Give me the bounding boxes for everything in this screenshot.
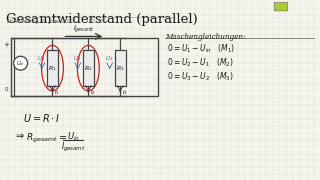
Text: $I_3$: $I_3$ [122,89,128,97]
Text: $I_1$: $I_1$ [54,89,60,97]
Bar [83,50,94,86]
Text: $0 = U_3 - U_2$   $(M_3)$: $0 = U_3 - U_2$ $(M_3)$ [167,70,234,83]
Text: +: + [4,42,10,48]
Bar [115,50,126,86]
Text: $I_{gesamt}$: $I_{gesamt}$ [73,24,95,35]
Text: $U_2$: $U_2$ [73,54,81,63]
Text: $0 = U_2 - U_1$   $(M_2)$: $0 = U_2 - U_1$ $(M_2)$ [167,56,234,69]
FancyBboxPatch shape [274,2,288,11]
Text: $R_1$: $R_1$ [48,64,57,73]
Text: $U_{in}$: $U_{in}$ [16,59,25,68]
Circle shape [14,56,28,70]
Text: $R_3$: $R_3$ [116,64,124,73]
Bar [47,50,58,86]
Text: $U_3$: $U_3$ [105,54,113,63]
Text: $I_{gesamt}$: $I_{gesamt}$ [61,141,86,154]
Text: $\Rightarrow$: $\Rightarrow$ [14,132,25,141]
Text: Gesamtwiderstand (parallel): Gesamtwiderstand (parallel) [6,13,197,26]
Text: 0: 0 [5,87,8,92]
Text: $R_{gesamt}$: $R_{gesamt}$ [26,132,58,145]
Bar [11,38,158,96]
Text: $U_1$: $U_1$ [37,54,45,63]
Text: $=$: $=$ [58,132,68,141]
Text: $U_{in}$: $U_{in}$ [67,131,80,143]
Text: $U = R \cdot I$: $U = R \cdot I$ [23,112,60,124]
Text: $R_2$: $R_2$ [84,64,93,73]
Text: · ·: · · [156,166,164,172]
Text: Donnerstag, 6. Juni 2024       12:37: Donnerstag, 6. Juni 2024 12:37 [6,19,103,24]
Text: Maschengleichungen:: Maschengleichungen: [165,33,245,41]
Text: $I_2$: $I_2$ [90,89,96,97]
Text: $0 = U_1 - U_{in}$   $(M_1)$: $0 = U_1 - U_{in}$ $(M_1)$ [167,42,235,55]
